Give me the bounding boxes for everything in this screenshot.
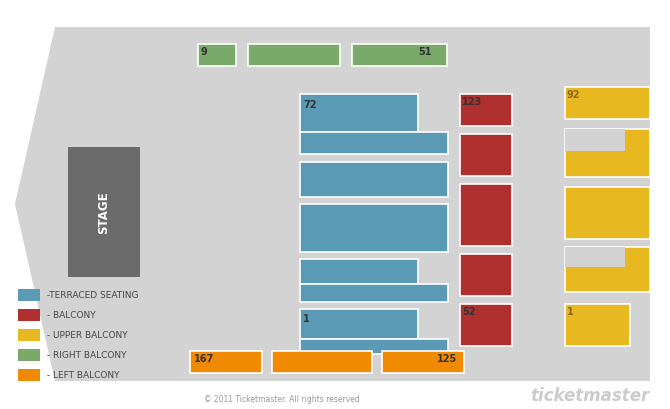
Bar xyxy=(18,289,40,301)
Bar xyxy=(18,349,40,361)
Bar xyxy=(460,254,512,296)
Bar xyxy=(300,163,448,198)
Bar xyxy=(460,184,512,246)
Text: 123: 123 xyxy=(462,97,482,107)
Text: ticketmaster: ticketmaster xyxy=(530,386,649,404)
Bar xyxy=(565,130,650,178)
Text: 52: 52 xyxy=(462,306,476,316)
Bar xyxy=(352,45,447,67)
Bar xyxy=(300,309,418,339)
Text: 1: 1 xyxy=(303,313,310,323)
Bar xyxy=(300,259,418,284)
Bar xyxy=(565,188,650,239)
Text: - LEFT BALCONY: - LEFT BALCONY xyxy=(44,371,119,380)
Bar xyxy=(565,88,650,120)
Text: 92: 92 xyxy=(567,90,580,100)
Bar xyxy=(198,45,236,67)
Text: - UPPER BALCONY: - UPPER BALCONY xyxy=(44,331,127,339)
Text: 125: 125 xyxy=(437,353,457,363)
Bar xyxy=(300,339,448,354)
Bar xyxy=(190,351,262,373)
Bar xyxy=(460,95,512,127)
Text: STAGE: STAGE xyxy=(98,191,111,234)
Bar xyxy=(68,148,140,277)
Bar xyxy=(565,304,630,346)
Text: 1: 1 xyxy=(567,306,574,316)
Bar xyxy=(300,284,448,302)
Bar xyxy=(300,204,448,252)
Bar xyxy=(565,247,650,292)
Text: - RIGHT BALCONY: - RIGHT BALCONY xyxy=(44,351,127,360)
Text: 167: 167 xyxy=(194,353,214,363)
Polygon shape xyxy=(15,28,650,381)
Bar xyxy=(565,130,625,152)
Bar xyxy=(460,304,512,346)
Text: 72: 72 xyxy=(303,100,316,110)
Bar xyxy=(300,133,448,155)
Bar xyxy=(248,45,340,67)
Bar xyxy=(18,309,40,321)
Text: - BALCONY: - BALCONY xyxy=(44,311,96,320)
Text: © 2011 Ticketmaster. All rights reserved: © 2011 Ticketmaster. All rights reserved xyxy=(204,395,359,404)
Bar xyxy=(18,329,40,341)
Bar xyxy=(18,369,40,381)
Bar xyxy=(565,247,625,267)
Bar xyxy=(300,95,418,133)
Text: 9: 9 xyxy=(200,47,207,57)
Text: 51: 51 xyxy=(418,47,431,57)
Bar xyxy=(460,135,512,177)
Text: -TERRACED SEATING: -TERRACED SEATING xyxy=(44,291,139,300)
Bar xyxy=(382,351,464,373)
Bar xyxy=(272,351,372,373)
